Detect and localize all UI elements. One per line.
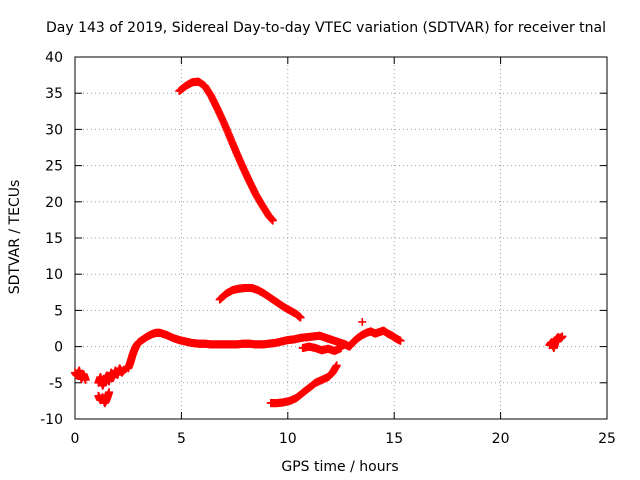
y-tick-label: 40: [45, 50, 63, 66]
data-series: [71, 77, 567, 408]
x-tick-label: 5: [177, 431, 186, 447]
x-tick-label: 0: [71, 431, 80, 447]
x-tick-label: 15: [385, 431, 403, 447]
tick-labels: 0 5 10 15 20 25 -10 -5 0 5 10 15 20 25 30 35 40: [40, 50, 616, 447]
series-late-cluster: [545, 332, 567, 353]
series-arc-mid: [215, 283, 305, 322]
chart-title: Day 143 of 2019, Sidereal Day-to-day VTE…: [46, 20, 606, 36]
y-tick-label: 35: [45, 86, 63, 102]
data-point: [119, 365, 128, 374]
y-tick-label: 20: [45, 195, 63, 211]
y-tick-label: -5: [49, 376, 63, 392]
series-early-cluster: [71, 364, 128, 408]
y-tick-label: 25: [45, 159, 63, 175]
plot-frame: [74, 56, 608, 420]
data-point: [358, 317, 367, 326]
y-tick-label: 15: [45, 231, 63, 247]
data-point: [558, 332, 567, 341]
data-point: [81, 375, 90, 384]
x-tick-label: 25: [598, 431, 616, 447]
series-main-band: [124, 317, 405, 373]
y-tick-label: 5: [54, 303, 63, 319]
series-arc-low: [266, 361, 341, 408]
data-point: [296, 313, 305, 322]
data-point: [268, 216, 277, 225]
data-point: [337, 344, 345, 353]
data-point: [332, 361, 341, 370]
data-point: [105, 388, 114, 397]
y-tick-label: -10: [40, 412, 63, 428]
series-arc-high: [175, 77, 277, 225]
grid: [75, 57, 607, 419]
x-tick-label: 10: [279, 431, 297, 447]
x-axis-label: GPS time / hours: [281, 459, 398, 475]
y-tick-label: 30: [45, 122, 63, 138]
y-tick-label: 10: [45, 267, 63, 283]
x-tick-label: 20: [492, 431, 510, 447]
y-axis-label: SDTVAR / TECUs: [7, 180, 23, 295]
data-point: [396, 336, 405, 345]
y-tick-label: 0: [54, 340, 63, 356]
